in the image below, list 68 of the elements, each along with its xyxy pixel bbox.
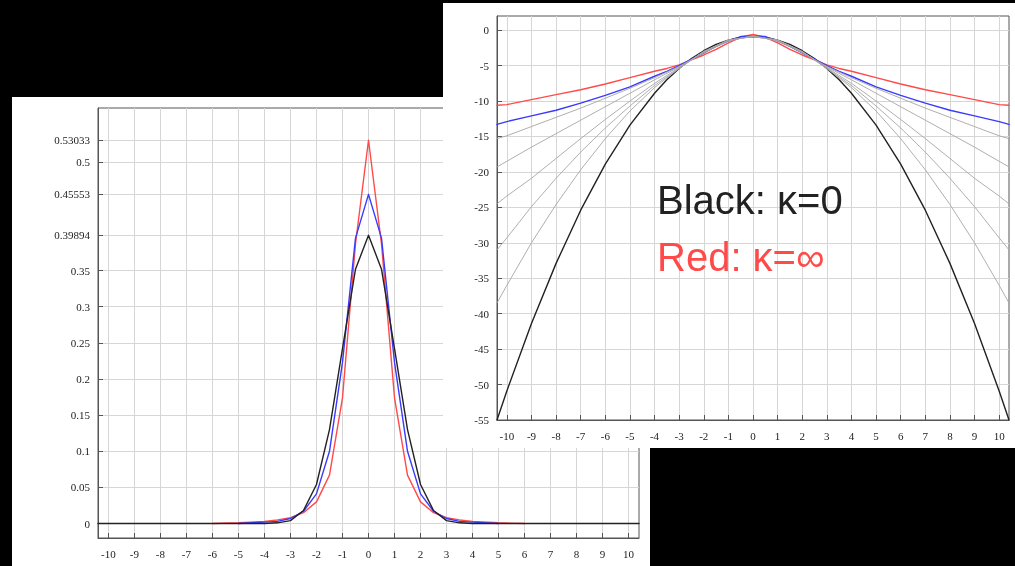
x-tick-label: -4 <box>259 547 270 560</box>
y-tick-label: -35 <box>474 272 490 285</box>
x-tick-label: -1 <box>337 547 348 560</box>
x-tick-label: 8 <box>947 429 954 442</box>
y-tick-label: 0 <box>84 517 91 530</box>
y-tick-label: -55 <box>474 414 490 426</box>
x-tick-label: -3 <box>674 429 685 442</box>
x-tick-label: -1 <box>723 429 733 442</box>
y-tick-label: 0.45553 <box>54 188 91 201</box>
x-tick-label: 9 <box>971 429 978 442</box>
x-tick-label: 3 <box>824 429 831 442</box>
x-tick-label: 6 <box>897 429 904 442</box>
x-tick-label: -8 <box>155 547 166 560</box>
x-tick-label: 5 <box>873 429 880 442</box>
x-tick-label: 7 <box>922 429 929 442</box>
x-tick-label: 8 <box>573 547 580 560</box>
x-tick-label: -9 <box>526 429 537 442</box>
x-tick-label: 1 <box>391 547 398 560</box>
x-tick-label: -7 <box>181 547 192 560</box>
x-tick-label: 4 <box>848 429 855 442</box>
x-tick-label: -5 <box>625 429 635 442</box>
y-tick-label: 0.1 <box>76 445 90 458</box>
y-tick-label: -10 <box>474 95 490 108</box>
annotation: Red: κ=∞ <box>657 235 825 279</box>
y-tick-label: -20 <box>474 165 490 178</box>
y-tick-label: 0.05 <box>70 481 91 494</box>
y-tick-label: 0.39894 <box>54 229 91 242</box>
y-tick-label: -15 <box>474 130 490 143</box>
x-tick-label: 6 <box>521 547 528 560</box>
y-tick-label: 0.5 <box>76 156 91 169</box>
x-tick-label: 4 <box>469 547 476 560</box>
x-tick-label: 0 <box>750 429 757 442</box>
x-tick-label: 3 <box>443 547 450 560</box>
x-tick-label: -5 <box>233 547 244 560</box>
x-tick-label: 9 <box>599 547 606 560</box>
y-tick-label: 0.3 <box>76 300 91 313</box>
y-tick-label: -40 <box>474 307 490 320</box>
y-tick-label: -50 <box>474 378 490 391</box>
x-tick-label: 1 <box>774 429 781 442</box>
y-tick-label: -5 <box>479 59 490 72</box>
x-tick-label: -6 <box>207 547 218 560</box>
x-tick-label: 10 <box>993 429 1006 442</box>
annotation: Black: κ=0 <box>657 178 843 222</box>
x-tick-label: -8 <box>551 429 562 442</box>
y-tick-label: 0 <box>483 24 490 37</box>
y-tick-label: 0.15 <box>70 409 91 422</box>
x-tick-label: -6 <box>600 429 611 442</box>
x-tick-label: -10 <box>101 547 117 560</box>
x-tick-label: 10 <box>623 547 635 560</box>
y-tick-label: 0.2 <box>76 373 90 386</box>
x-tick-label: -3 <box>285 547 296 560</box>
x-tick-label: 2 <box>799 429 805 442</box>
y-tick-label: 0.53033 <box>54 134 91 147</box>
y-tick-label: -25 <box>474 201 490 214</box>
y-tick-label: -45 <box>474 343 490 356</box>
x-tick-label: -7 <box>576 429 586 442</box>
x-tick-label: 0 <box>365 547 372 560</box>
x-tick-label: -4 <box>649 429 660 442</box>
x-tick-label: -2 <box>699 429 709 442</box>
x-tick-label: 7 <box>547 547 554 560</box>
x-tick-label: -9 <box>129 547 140 560</box>
y-tick-label: -30 <box>474 236 490 249</box>
x-tick-label: -10 <box>499 429 515 442</box>
x-tick-label: -2 <box>311 547 322 560</box>
x-tick-label: 5 <box>495 547 502 560</box>
y-tick-label: 0.35 <box>70 264 91 277</box>
y-tick-label: 0.25 <box>70 336 91 349</box>
x-tick-label: 2 <box>417 547 424 560</box>
